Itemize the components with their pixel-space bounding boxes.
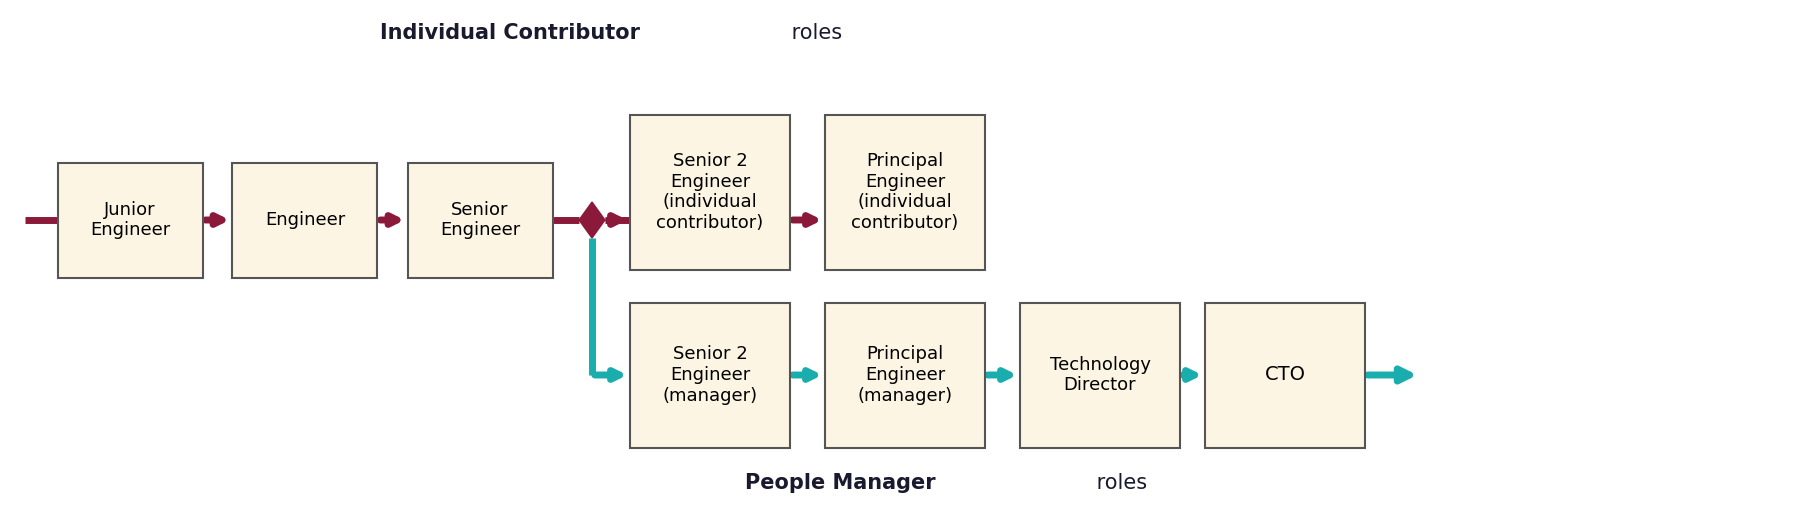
FancyBboxPatch shape: [232, 163, 378, 278]
Text: Senior 2
Engineer
(individual
contributor): Senior 2 Engineer (individual contributo…: [657, 152, 763, 232]
FancyBboxPatch shape: [630, 302, 790, 447]
Text: Engineer: Engineer: [265, 211, 346, 229]
FancyBboxPatch shape: [630, 115, 790, 270]
FancyBboxPatch shape: [1204, 302, 1364, 447]
Text: Senior 2
Engineer
(manager): Senior 2 Engineer (manager): [662, 345, 758, 405]
FancyBboxPatch shape: [58, 163, 202, 278]
Text: Junior
Engineer: Junior Engineer: [90, 200, 171, 239]
FancyBboxPatch shape: [1021, 302, 1181, 447]
Text: roles: roles: [785, 23, 842, 43]
FancyBboxPatch shape: [824, 302, 985, 447]
Text: Individual Contributor: Individual Contributor: [380, 23, 641, 43]
Text: Senior
Engineer: Senior Engineer: [439, 200, 520, 239]
FancyBboxPatch shape: [824, 115, 985, 270]
Text: Principal
Engineer
(individual
contributor): Principal Engineer (individual contribut…: [851, 152, 959, 232]
Polygon shape: [580, 202, 605, 238]
Text: roles: roles: [1091, 473, 1147, 493]
Text: People Manager: People Manager: [745, 473, 936, 493]
Text: CTO: CTO: [1264, 366, 1305, 384]
FancyBboxPatch shape: [407, 163, 553, 278]
Text: Principal
Engineer
(manager): Principal Engineer (manager): [857, 345, 952, 405]
Text: Technology
Director: Technology Director: [1049, 356, 1150, 394]
